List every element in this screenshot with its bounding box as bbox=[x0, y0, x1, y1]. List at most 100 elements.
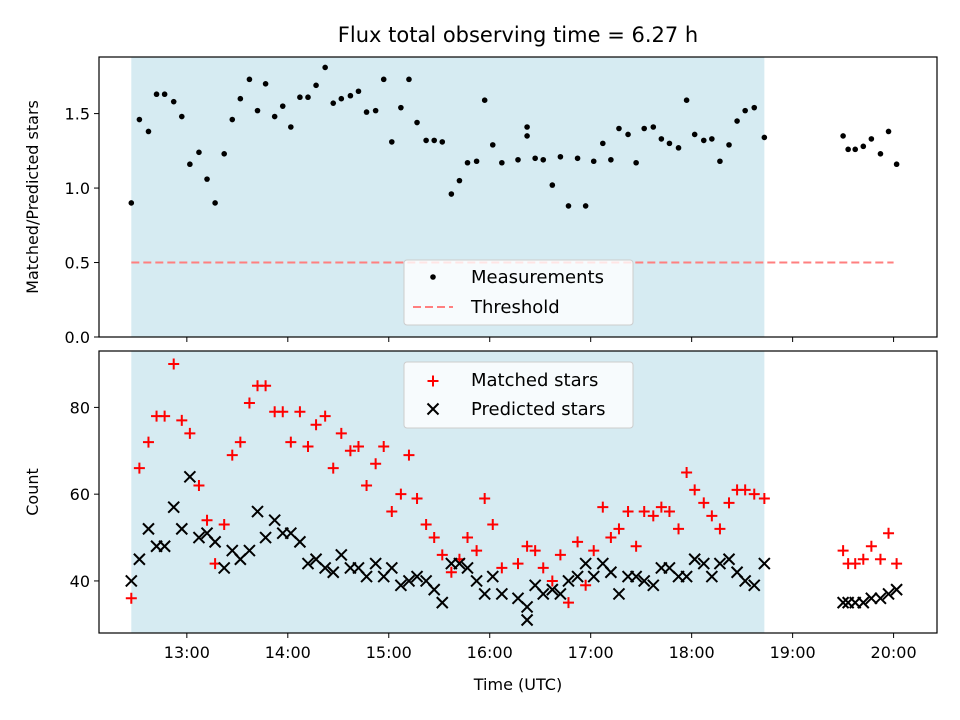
matched-star-point bbox=[352, 440, 364, 452]
predicted-star-point bbox=[360, 570, 373, 583]
predicted-star-point bbox=[748, 579, 761, 592]
x-tick-label: 14:00 bbox=[265, 643, 311, 662]
matched-star-point bbox=[335, 427, 347, 439]
matched-star-point bbox=[562, 597, 574, 609]
measurement-point bbox=[742, 107, 748, 114]
measurement-point bbox=[616, 125, 622, 132]
matched-star-point bbox=[361, 479, 373, 491]
measurement-point bbox=[288, 124, 294, 130]
measurement-point bbox=[305, 94, 311, 101]
predicted-star-point bbox=[554, 587, 567, 601]
legend-box bbox=[403, 361, 634, 429]
predicted-star-point bbox=[167, 500, 180, 514]
matched-star-point bbox=[655, 501, 667, 513]
matched-star-point bbox=[681, 466, 693, 478]
predicted-star-point bbox=[410, 570, 424, 583]
measurement-point bbox=[414, 119, 420, 126]
matched-star-point bbox=[883, 527, 895, 539]
measurement-point bbox=[481, 97, 488, 103]
predicted-star-point bbox=[587, 570, 600, 583]
predicted-star-point bbox=[470, 574, 483, 588]
predicted-star-point bbox=[890, 583, 903, 596]
y-tick-label: 1.5 bbox=[65, 105, 90, 124]
measurement-point bbox=[297, 94, 303, 101]
predicted-star-point bbox=[175, 522, 188, 536]
measurement-point bbox=[406, 76, 412, 83]
predicted-star-point bbox=[217, 561, 231, 575]
predicted-star-point bbox=[865, 592, 878, 605]
matched-star-point bbox=[554, 549, 566, 561]
predicted-star-point bbox=[293, 535, 307, 549]
matched-star-point bbox=[411, 493, 423, 505]
matched-star-point bbox=[714, 523, 726, 535]
measurement-point bbox=[489, 142, 496, 148]
predicted-star-point bbox=[327, 566, 340, 579]
measurement-point bbox=[128, 200, 135, 206]
y-tick-label: 60 bbox=[70, 485, 90, 504]
measurement-point bbox=[751, 104, 758, 111]
top-panel: 0.0 0.5 1.0 1.5 Matched/Predicted stars Measu… bbox=[23, 56, 938, 347]
matched-star-point bbox=[647, 510, 659, 522]
measurement-point bbox=[363, 109, 370, 115]
predicted-star-point bbox=[133, 553, 146, 566]
legend-label: Predicted stars bbox=[471, 399, 605, 420]
measurement-point bbox=[734, 118, 740, 124]
measurement-point bbox=[852, 146, 859, 153]
measurement-point bbox=[355, 88, 362, 95]
matched-star-point bbox=[723, 497, 735, 509]
predicted-star-point bbox=[251, 505, 264, 518]
predicted-star-point bbox=[318, 561, 332, 575]
measurement-point bbox=[473, 158, 480, 165]
matched-star-point bbox=[673, 523, 685, 535]
predicted-star-point bbox=[520, 613, 534, 627]
predicted-star-point bbox=[461, 561, 474, 575]
measurement-point bbox=[524, 124, 530, 130]
measurement-point bbox=[840, 133, 846, 139]
matched-star-point bbox=[537, 562, 549, 574]
predicted-star-point bbox=[637, 574, 651, 588]
measurement-point bbox=[633, 159, 639, 166]
predicted-star-point bbox=[562, 574, 575, 588]
matched-star-point bbox=[184, 427, 196, 439]
matched-star-point bbox=[302, 440, 314, 452]
measurement-point bbox=[717, 158, 723, 165]
measurement-point bbox=[691, 131, 698, 138]
predicted-star-point bbox=[301, 557, 315, 570]
measurement-point bbox=[204, 176, 210, 182]
measurement-point bbox=[262, 81, 269, 87]
legend-label: Threshold bbox=[470, 297, 560, 318]
measurement-point bbox=[893, 161, 900, 168]
predicted-star-point bbox=[680, 570, 693, 583]
measurement-point bbox=[448, 191, 455, 197]
matched-star-point bbox=[758, 493, 770, 505]
measurement-point bbox=[709, 136, 715, 142]
y-tick-label: 1.0 bbox=[65, 179, 90, 198]
chart-title: Flux total observing time = 6.27 h bbox=[338, 23, 698, 47]
legend-predicted-marker bbox=[426, 402, 440, 416]
predicted-star-point bbox=[453, 557, 466, 570]
matched-star-point bbox=[445, 566, 457, 578]
matched-star-point bbox=[479, 493, 491, 505]
matched-star-point bbox=[142, 436, 154, 448]
measurement-point bbox=[625, 131, 631, 138]
predicted-star-point bbox=[243, 544, 256, 557]
matched-star-point bbox=[176, 414, 188, 426]
y-axis-label: Count bbox=[23, 468, 42, 516]
measurement-point bbox=[675, 145, 682, 151]
predicted-star-point bbox=[705, 570, 719, 583]
matched-star-point bbox=[521, 540, 533, 552]
predicted-star-point bbox=[857, 596, 870, 609]
matched-star-point bbox=[277, 406, 289, 418]
measurement-point bbox=[229, 116, 236, 123]
matched-star-point bbox=[622, 506, 634, 518]
measurement-point bbox=[549, 182, 556, 188]
measurement-point bbox=[650, 124, 657, 130]
measurement-point bbox=[170, 98, 177, 105]
predicted-star-point bbox=[436, 596, 449, 609]
matched-star-point bbox=[496, 562, 508, 574]
matched-star-point bbox=[294, 406, 306, 418]
measurement-point bbox=[499, 159, 505, 166]
measurement-point bbox=[347, 92, 354, 99]
matched-star-point bbox=[218, 519, 230, 531]
measurement-point bbox=[515, 156, 521, 163]
